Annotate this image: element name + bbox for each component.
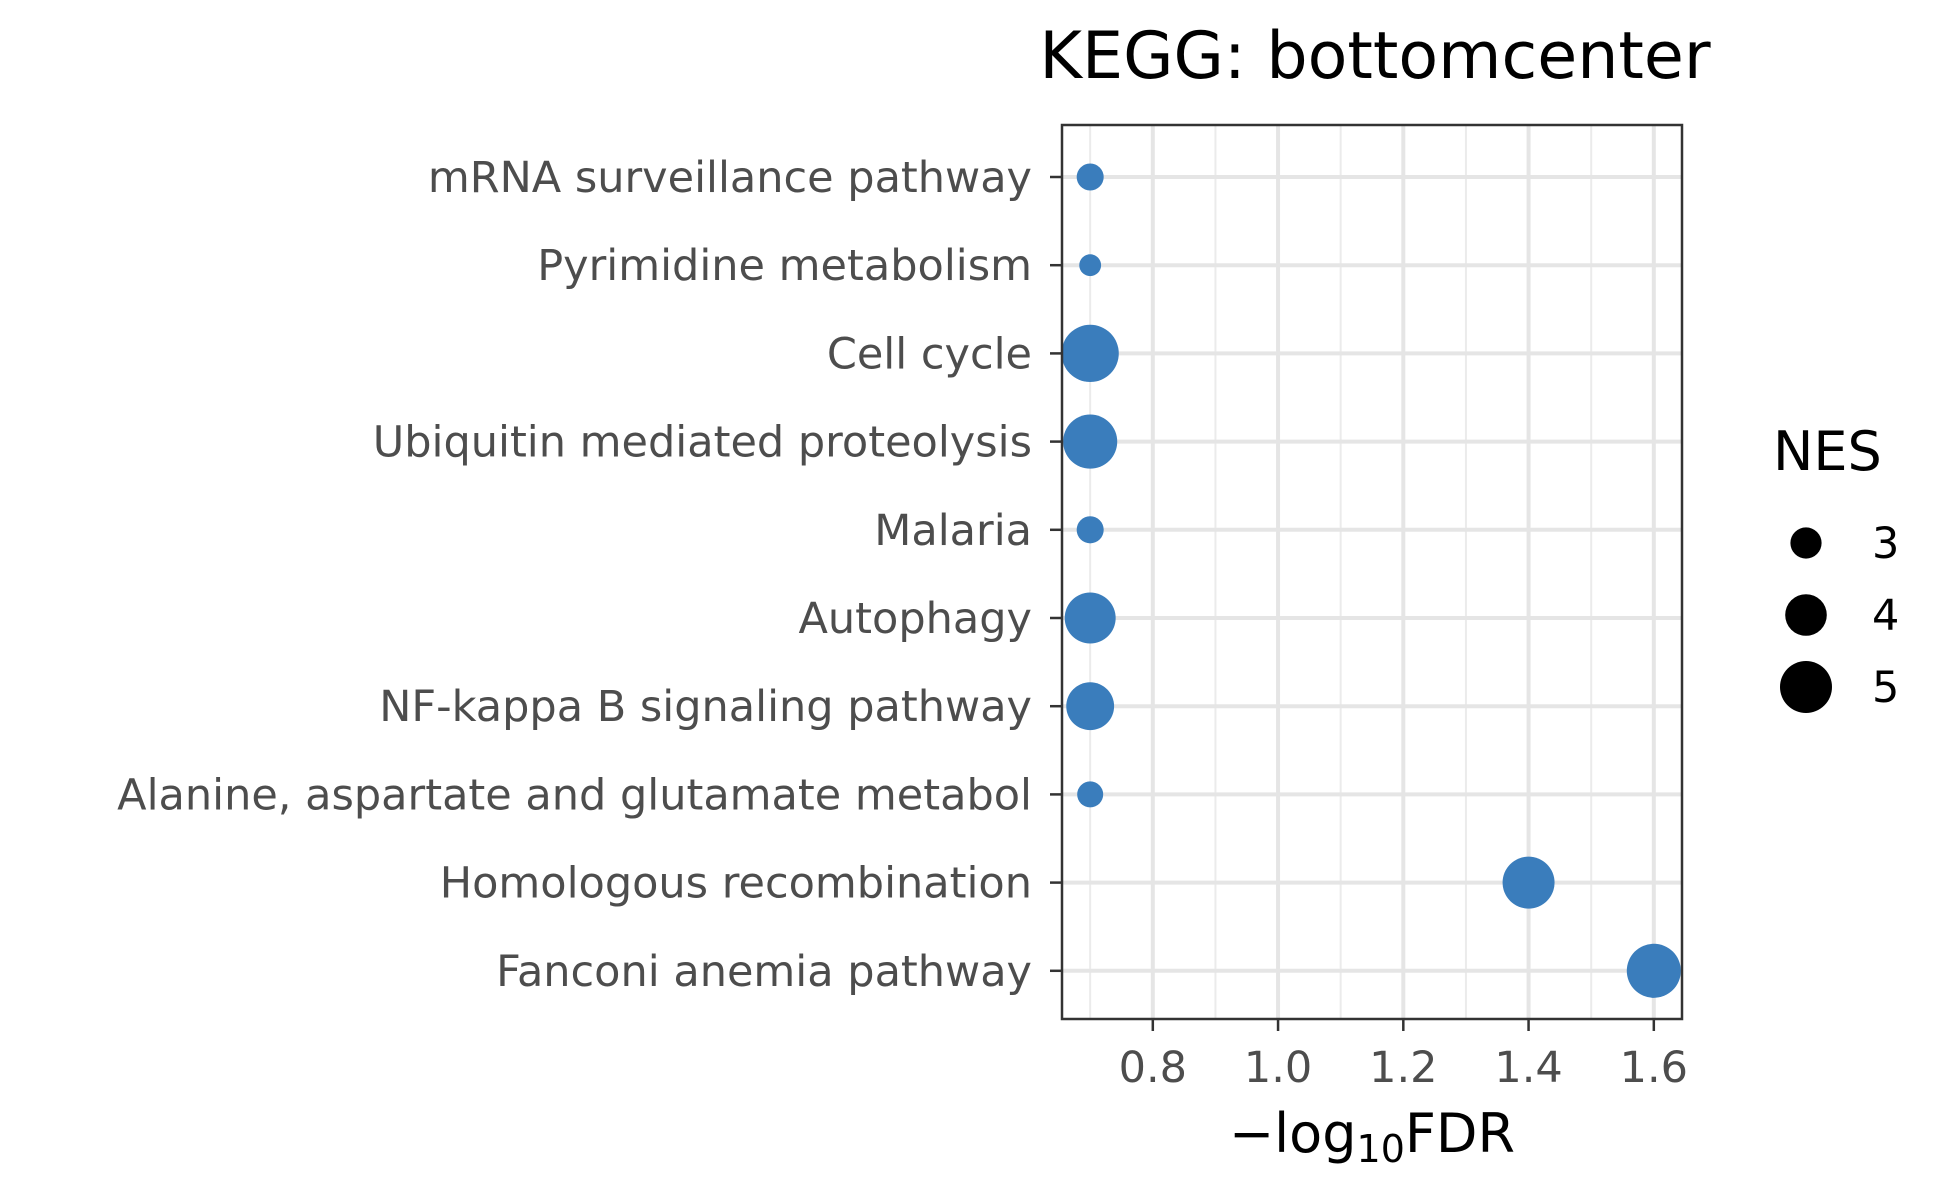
y-tick-label-0: mRNA surveillance pathway — [428, 153, 1032, 203]
point-9 — [1626, 943, 1681, 998]
data-points — [1061, 163, 1681, 998]
legend-label-0: 3 — [1872, 519, 1899, 569]
point-4 — [1076, 516, 1104, 544]
y-tick-label-3: Ubiquitin mediated proteolysis — [373, 418, 1032, 468]
y-tick-label-8: Homologous recombination — [440, 859, 1032, 909]
x-tick-label-0: 0.8 — [1119, 1043, 1187, 1093]
point-8 — [1502, 856, 1555, 909]
plot-panel — [1060, 123, 1684, 1021]
legend-label-2: 5 — [1872, 663, 1899, 713]
panel-background — [1062, 125, 1682, 1019]
x-tick-label-3: 1.4 — [1494, 1043, 1562, 1093]
x-tick-label-1: 1.0 — [1244, 1043, 1312, 1093]
x-axis: 0.8 1.0 1.2 1.4 1.6 — [1119, 1019, 1688, 1093]
x-axis-title: −log10FDR — [1229, 1102, 1515, 1171]
y-axis: mRNA surveillance pathway Pyrimidine meta… — [117, 153, 1062, 997]
legend-title: NES — [1773, 420, 1882, 483]
panel-border — [1060, 123, 1684, 1021]
y-tick-label-6: NF-kappa B signaling pathway — [379, 682, 1032, 732]
legend-label-1: 4 — [1872, 591, 1899, 641]
y-tick-label-5: Autophagy — [799, 594, 1032, 644]
point-7 — [1077, 781, 1104, 808]
point-3 — [1063, 414, 1118, 469]
legend-key-1 — [1785, 594, 1827, 636]
y-tick-label-1: Pyrimidine metabolism — [537, 241, 1032, 291]
x-tick-label-4: 1.6 — [1620, 1043, 1688, 1093]
point-5 — [1064, 592, 1116, 644]
point-1 — [1079, 254, 1102, 277]
legend-entries: 3 4 5 — [1780, 519, 1899, 713]
x-axis-title-prefix: −log — [1229, 1102, 1357, 1165]
x-axis-title-suffix: FDR — [1405, 1102, 1515, 1165]
point-0 — [1076, 163, 1104, 191]
chart-title: KEGG: bottomcenter — [1039, 19, 1710, 94]
x-axis-title-subscript: 10 — [1357, 1127, 1405, 1171]
y-tick-label-2: Cell cycle — [827, 329, 1032, 379]
legend-key-0 — [1790, 527, 1822, 559]
major-gridlines — [1062, 125, 1682, 1019]
legend-key-2 — [1780, 661, 1832, 713]
minor-gridlines — [1089, 125, 1593, 1019]
point-6 — [1066, 682, 1115, 731]
y-tick-label-9: Fanconi anemia pathway — [496, 947, 1032, 997]
y-tick-label-7: Alanine, aspartate and glutamate metabol — [117, 770, 1032, 820]
x-tick-label-2: 1.2 — [1369, 1043, 1437, 1093]
size-legend: NES 3 4 5 — [1773, 420, 1899, 713]
y-tick-label-4: Malaria — [874, 506, 1032, 556]
point-2 — [1061, 324, 1119, 382]
